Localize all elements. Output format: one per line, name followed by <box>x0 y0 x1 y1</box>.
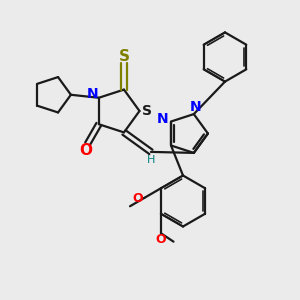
Text: O: O <box>156 233 166 246</box>
Text: H: H <box>147 155 155 165</box>
Text: S: S <box>142 104 152 118</box>
Text: O: O <box>80 143 92 158</box>
Text: N: N <box>157 112 168 125</box>
Text: S: S <box>118 49 130 64</box>
Text: O: O <box>133 192 143 205</box>
Text: N: N <box>86 87 98 101</box>
Text: N: N <box>190 100 201 114</box>
